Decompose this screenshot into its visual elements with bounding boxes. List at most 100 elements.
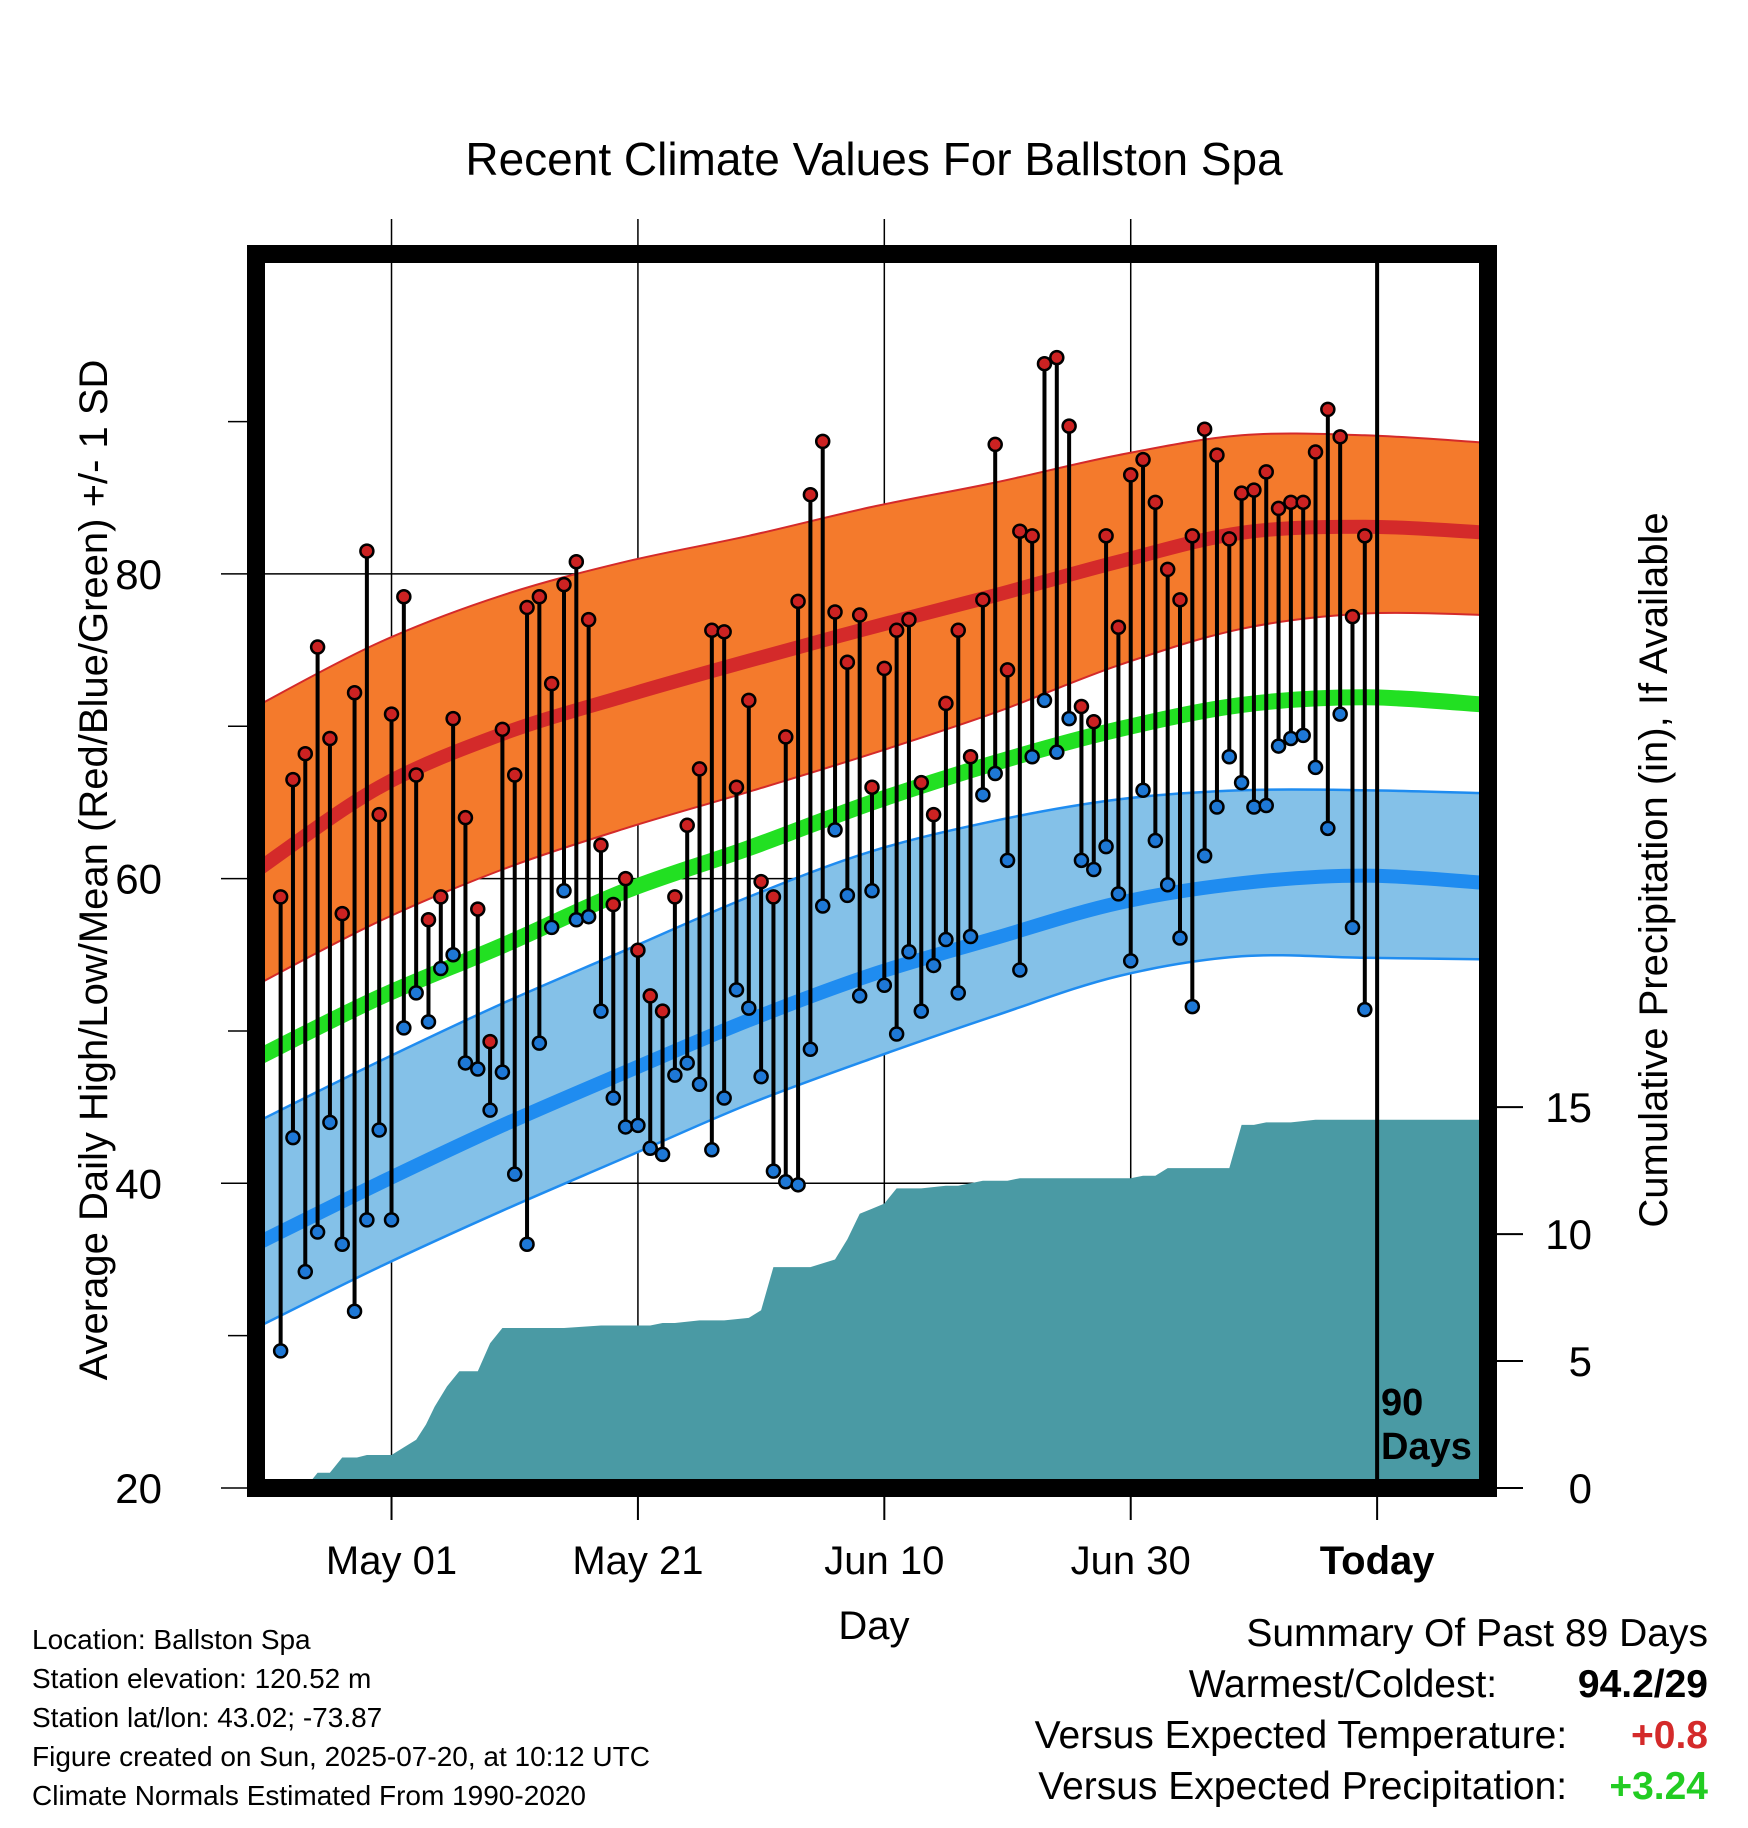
daily-high-point [642,988,658,1004]
daily-low-point [346,1303,363,1320]
daily-high-point [679,817,695,834]
daily-high-point [506,767,523,783]
summary-warmest-coldest: Warmest/Coldest: 94.2/29 [1035,1659,1708,1710]
daily-low-point [864,883,880,899]
daily-low-point [679,1055,695,1071]
daily-low-point [1049,744,1065,760]
daily-high-point [667,889,683,905]
daily-low-point [913,1003,930,1019]
daily-high-point [383,706,400,722]
daily-high-point [580,611,597,628]
daily-high-point [1320,401,1336,418]
station-info: Location: Ballston Spa Station elevation… [32,1620,650,1815]
daily-low-point [950,985,966,1001]
daily-low-point [765,1163,782,1179]
daily-low-point [272,1343,289,1359]
daily-low-point [371,1122,387,1138]
daily-low-point [568,912,585,928]
daily-high-point [1270,500,1287,517]
daily-high-point [1295,494,1311,511]
daily-high-point [346,685,363,701]
daily-high-point [1246,482,1262,498]
daily-high-point [285,771,301,788]
daily-low-point [519,1236,535,1252]
daily-low-point [814,898,831,914]
daily-high-point [309,639,326,655]
daily-low-point [1110,886,1127,902]
daily-low-point [1295,727,1311,744]
daily-high-point [950,622,966,639]
daily-low-point [457,1055,474,1071]
daily-high-point [741,692,757,709]
daily-low-point [605,1090,622,1106]
daily-high-point [1258,464,1274,480]
daily-high-point [962,748,979,765]
daily-high-point [938,695,954,712]
daily-high-point [531,589,548,605]
daily-high-point [605,896,622,913]
daily-high-point [864,779,880,795]
daily-low-point [482,1102,498,1118]
daily-low-point [630,1117,646,1134]
daily-high-point [470,901,486,917]
y-axis-label-left: Average Daily High/Low/Mean (Red/Blue/Gr… [72,360,116,1381]
summary-temperature: Versus Expected Temperature: +0.8 [1035,1710,1708,1761]
precip-area [256,1119,1488,1488]
today-window-label-line1: 90 [1381,1382,1423,1424]
daily-high-point [778,729,794,745]
daily-low-point [753,1068,769,1085]
station-location: Location: Ballston Spa [32,1624,311,1655]
daily-low-point [1357,1001,1373,1018]
daily-low-point [827,822,843,838]
daily-low-point [383,1212,400,1228]
daily-low-point [617,1119,634,1135]
x-axis-label: Day [838,1604,909,1648]
axes: 20 40 60 80 0 5 10 15 May 01 May 21 Jun 10 Jun 30 To… [115,420,1592,1583]
daily-low-point [445,947,461,963]
daily-low-point [741,1000,757,1016]
plot-border [247,245,1497,1497]
summary-precipitation: Versus Expected Precipitation: +3.24 [1035,1761,1708,1812]
daily-high-point [457,809,474,826]
daily-low-point [851,988,868,1004]
daily-high-point [1221,531,1238,547]
daily-high-point [1012,523,1028,540]
figure-created: Figure created on Sun, 2025-07-20, at 10… [32,1741,650,1772]
daily-high-point [543,675,560,692]
daily-high-point [987,436,1003,453]
daily-high-point [519,599,535,616]
y-right-tick-label: 10 [1545,1211,1592,1258]
daily-low-point [999,852,1016,869]
daily-high-point [396,589,412,605]
today-window-label-line2: Days [1381,1426,1472,1468]
daily-high-point [617,870,634,887]
daily-low-point [925,957,942,974]
temp-versus-label: Versus Expected Temperature: [1034,1714,1568,1757]
y-right-tick-label: 15 [1545,1084,1592,1131]
daily-low-point [494,1064,511,1080]
daily-low-point [1135,782,1151,799]
daily-high-point [802,486,819,503]
daily-low-point [1196,848,1213,864]
daily-high-point [1184,528,1201,544]
plot-frame [247,245,1497,1497]
daily-low-point [543,919,560,936]
daily-high-point [630,942,646,958]
daily-high-point [1086,713,1102,730]
daily-high-point [1332,429,1348,445]
daily-high-point [654,1003,671,1019]
x-tick-label: Today [1320,1539,1436,1583]
daily-low-point [778,1174,794,1190]
daily-high-point [556,576,572,593]
daily-low-point [1073,852,1090,869]
daily-low-point [1332,706,1348,722]
daily-low-point [1320,820,1336,837]
daily-high-point [1122,467,1139,483]
daily-low-point [728,982,745,998]
daily-high-point [1159,561,1176,578]
daily-high-point [272,889,289,905]
daily-high-point [1147,494,1164,511]
daily-low-point [1209,799,1225,815]
daily-low-point [1233,774,1250,791]
